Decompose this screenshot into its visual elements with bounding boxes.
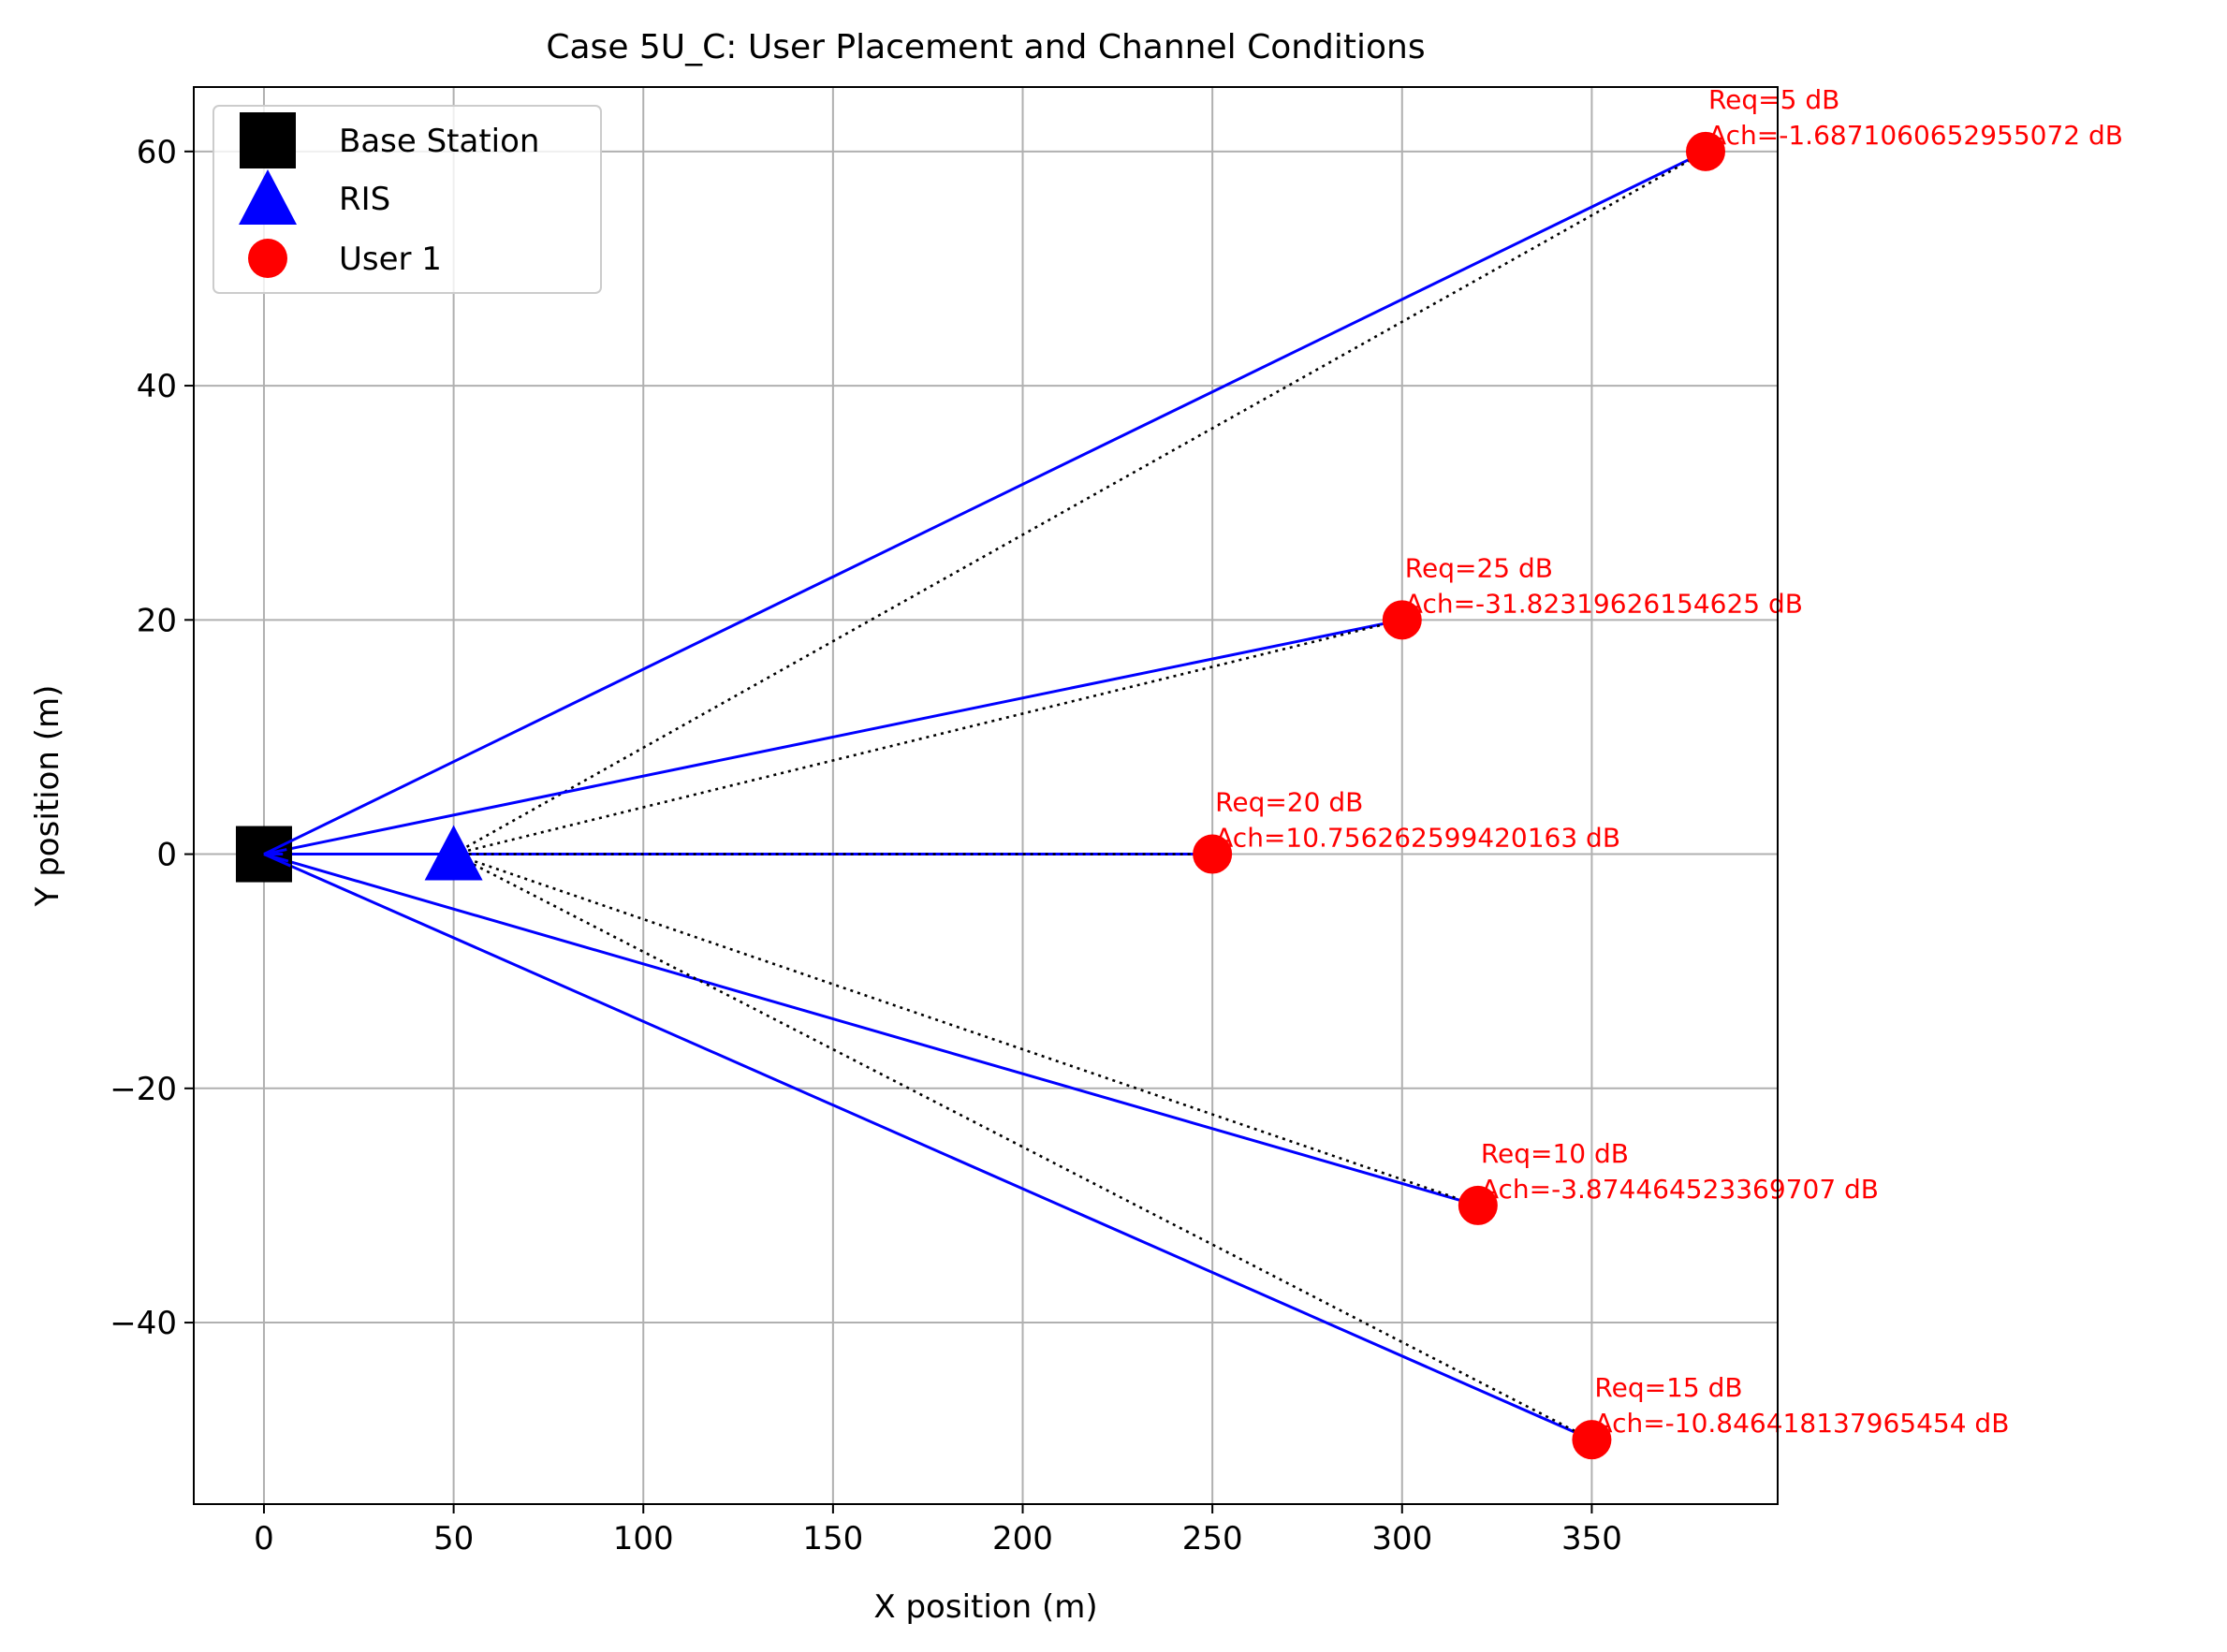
y-tick-label: 40 — [137, 368, 177, 405]
user-ach-label: Ach=-1.6871060652955072 dB — [1708, 120, 2123, 151]
user-ach-label: Ach=10.756262599420163 dB — [1215, 823, 1620, 854]
y-tick-label: −20 — [110, 1071, 177, 1108]
legend-triangle-icon — [239, 169, 297, 225]
legend-square-icon — [240, 112, 296, 168]
direct-link-line — [263, 150, 1707, 855]
user-req-label: Req=20 dB — [1215, 787, 1363, 818]
user-marker — [1382, 600, 1422, 640]
x-tick-label: 300 — [1371, 1520, 1432, 1557]
legend-label: RIS — [339, 181, 390, 218]
legend-circle-icon — [248, 239, 287, 278]
user-req-label: Req=25 dB — [1405, 552, 1553, 583]
user-ach-label: Ach=-3.874464523369707 dB — [1481, 1174, 1879, 1205]
legend-box — [212, 105, 602, 294]
user-ach-label: Ach=-10.846418137965454 dB — [1594, 1408, 2009, 1439]
direct-link-line — [263, 618, 1403, 856]
user-annotations: Req=5 dB Ach=-1.6871060652955072 dB Req=25… — [1215, 84, 2123, 1439]
x-tick-label: 350 — [1561, 1520, 1622, 1557]
x-tick-label: 250 — [1182, 1520, 1243, 1557]
y-tick-label: −40 — [110, 1305, 177, 1342]
y-tick-label: 20 — [137, 602, 177, 639]
y-axis-label: Y position (m) — [29, 685, 66, 908]
x-tick-label: 50 — [433, 1520, 474, 1557]
user-req-label: Req=10 dB — [1481, 1138, 1629, 1169]
ris-link-line — [453, 619, 1403, 855]
legend-label: Base Station — [339, 123, 539, 160]
y-tick-label: 0 — [156, 837, 177, 874]
x-axis-label: X position (m) — [873, 1588, 1097, 1626]
user-marker — [1193, 834, 1233, 874]
user-marker — [1685, 131, 1725, 171]
x-tick-label: 100 — [613, 1520, 674, 1557]
direct-link-line — [263, 853, 1479, 1207]
user-marker — [1572, 1420, 1612, 1460]
link-lines — [263, 150, 1707, 1441]
user-req-label: Req=15 dB — [1594, 1372, 1742, 1403]
axes-frame — [193, 86, 1779, 1505]
direct-link-line — [263, 853, 1593, 1441]
user-marker — [1458, 1185, 1498, 1225]
chart-title: Case 5U_C: User Placement and Channel Co… — [546, 28, 1425, 66]
x-tick-label: 200 — [992, 1520, 1053, 1557]
ris-link-line — [453, 853, 1479, 1207]
legend: Base Station RIS User 1 — [212, 105, 602, 294]
y-axis-ticks: −40 −20 0 20 40 60 — [110, 134, 194, 1342]
user-req-label: Req=5 dB — [1708, 84, 1839, 115]
x-axis-ticks: 0 50 100 150 200 250 300 350 — [254, 1504, 1622, 1557]
legend-label: User 1 — [339, 241, 442, 278]
ris-marker — [424, 825, 483, 881]
y-tick-label: 60 — [137, 134, 177, 171]
user-ach-label: Ach=-31.82319626154625 dB — [1405, 588, 1803, 619]
direct-link-stub — [263, 853, 291, 868]
markers — [235, 131, 1725, 1460]
x-tick-label: 150 — [802, 1520, 863, 1557]
x-tick-label: 0 — [254, 1520, 274, 1557]
